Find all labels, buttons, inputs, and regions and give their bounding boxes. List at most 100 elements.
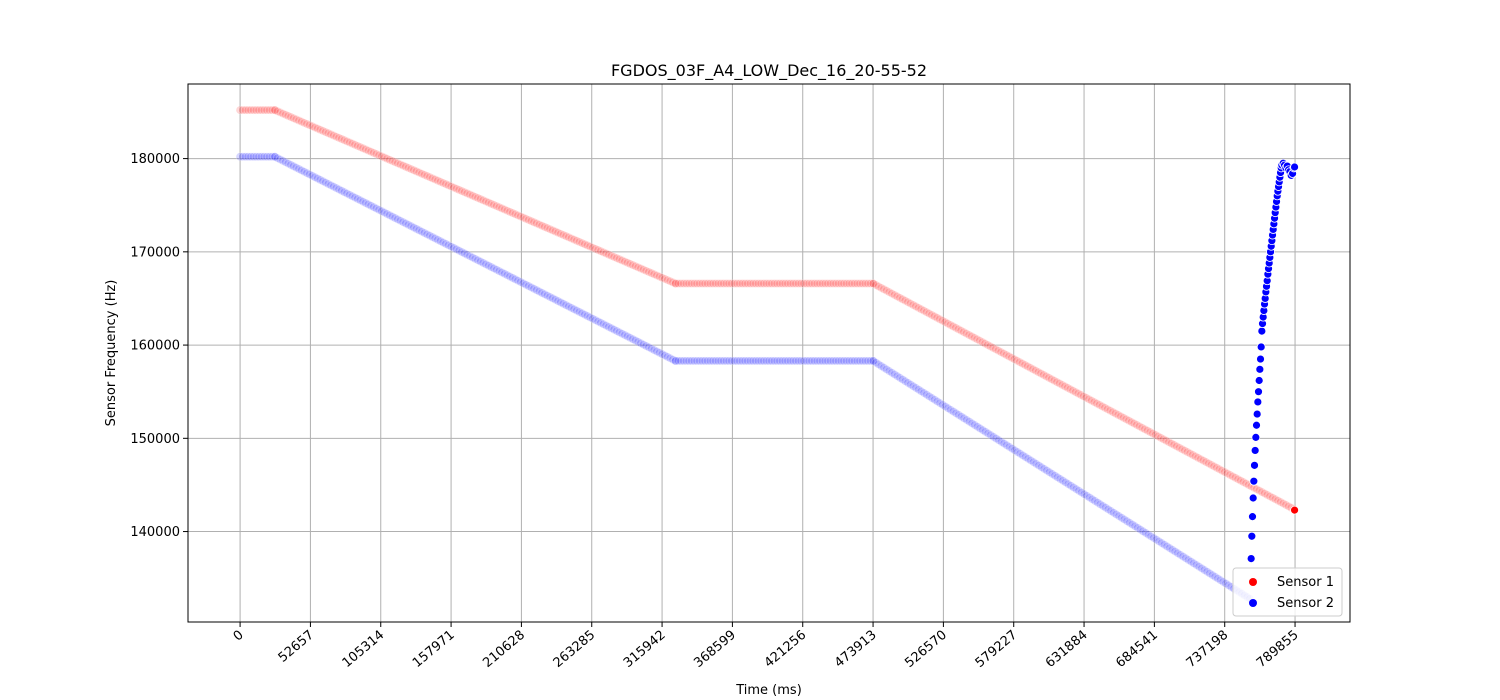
trace-point <box>1071 387 1080 397</box>
trace-point <box>331 183 341 193</box>
trace-point <box>1233 474 1243 484</box>
trace-point <box>417 169 427 178</box>
trace-point <box>545 224 555 234</box>
x-tick-label: 789855 <box>1254 628 1302 671</box>
trace-point <box>770 356 779 366</box>
trace-point <box>754 279 763 288</box>
trace-point <box>364 200 373 209</box>
trace-point <box>1154 537 1164 546</box>
x-tick-label: 0 <box>231 628 247 645</box>
trace-point <box>241 105 250 115</box>
trace-point <box>1210 572 1220 582</box>
trace-point <box>380 208 389 217</box>
trace-point <box>671 356 680 366</box>
trace-point <box>1105 406 1115 415</box>
trace-point <box>1109 508 1118 517</box>
trace-point <box>564 232 573 242</box>
trace-point <box>500 205 509 214</box>
trace-point <box>860 356 870 366</box>
trace-point <box>588 243 597 252</box>
trace-point <box>1082 491 1092 501</box>
trace-point <box>374 205 384 215</box>
trace-point <box>986 430 996 440</box>
trace-point <box>1081 393 1091 403</box>
trace-point <box>454 185 464 195</box>
trace-point <box>938 316 947 325</box>
trace-point <box>705 356 715 366</box>
trace-point <box>337 134 346 144</box>
trace-point <box>1029 457 1038 467</box>
trace-point <box>946 405 955 415</box>
trace-point <box>321 178 330 187</box>
trace-point <box>705 279 715 288</box>
trace-point <box>623 258 632 268</box>
trace-point <box>596 246 606 256</box>
trace-point <box>489 264 499 273</box>
trace-point <box>1144 530 1153 539</box>
trace-point <box>1132 420 1142 430</box>
trace-point <box>1149 533 1158 543</box>
trace-point <box>270 105 280 115</box>
trace-point <box>1119 413 1128 423</box>
trace-point <box>1213 574 1223 583</box>
trace-point <box>457 186 467 196</box>
trace-point <box>1087 396 1096 405</box>
trace-point <box>505 272 515 281</box>
trace-point <box>708 279 718 288</box>
data-point <box>1250 446 1260 455</box>
trace-point <box>1215 464 1224 474</box>
trace-point <box>954 324 963 334</box>
legend: Sensor 1 Sensor 2 <box>1232 567 1343 617</box>
data-point <box>1252 420 1261 430</box>
trace-point <box>681 356 691 366</box>
trace-point <box>999 349 1008 358</box>
trace-point <box>478 195 488 205</box>
trace-point <box>641 341 651 351</box>
trace-point <box>628 260 638 270</box>
trace-point <box>962 329 971 338</box>
trace-point <box>1208 570 1217 580</box>
trace-point <box>468 191 477 200</box>
trace-point <box>975 336 984 345</box>
trace-point <box>521 280 531 289</box>
trace-point <box>339 187 349 197</box>
trace-point <box>884 366 894 376</box>
trace-point <box>812 279 822 288</box>
trace-point <box>703 356 712 366</box>
trace-point <box>428 232 437 242</box>
trace-point <box>270 105 280 115</box>
trace-point <box>868 356 878 366</box>
trace-point <box>1058 476 1068 485</box>
trace-point <box>278 109 288 118</box>
trace-point <box>1085 493 1094 502</box>
trace-point <box>1010 445 1020 455</box>
trace-point <box>676 279 686 288</box>
trace-point <box>1034 461 1044 470</box>
trace-point <box>321 127 330 137</box>
trace-point <box>772 356 782 366</box>
trace-point <box>1002 440 1012 450</box>
trace-point <box>361 198 370 208</box>
trace-point <box>404 163 413 173</box>
trace-point <box>631 336 640 345</box>
trace-point <box>559 230 568 240</box>
trace-point <box>1270 494 1280 504</box>
trace-point <box>676 356 686 366</box>
x-axis-label: Time (ms) <box>735 683 802 698</box>
data-point <box>1290 505 1299 515</box>
trace-point <box>559 299 568 309</box>
x-tick-label: 105314 <box>340 628 388 671</box>
trace-point <box>567 303 576 313</box>
trace-point <box>914 303 923 313</box>
trace-point <box>826 356 835 366</box>
x-tick-label: 315942 <box>621 628 669 671</box>
trace-point <box>529 284 539 294</box>
trace-point <box>943 403 953 413</box>
trace-point <box>532 285 541 295</box>
trace-point <box>1201 457 1211 467</box>
trace-point <box>353 194 362 204</box>
trace-point <box>964 330 974 340</box>
trace-point <box>1140 424 1150 434</box>
trace-point <box>828 356 838 366</box>
trace-point <box>746 279 755 288</box>
